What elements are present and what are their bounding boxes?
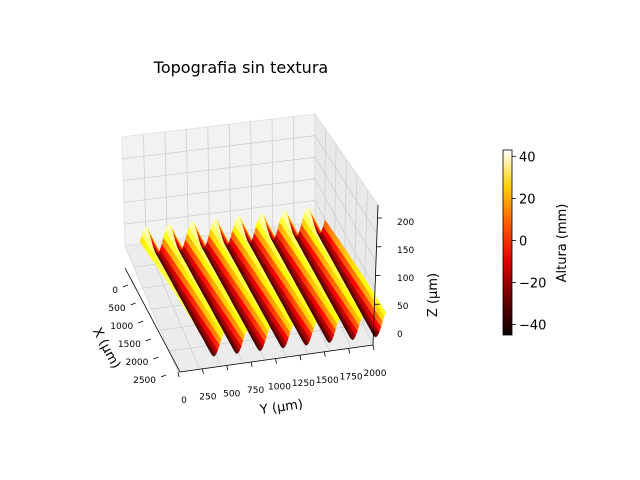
- x-tick-mark: [122, 284, 129, 288]
- y-tick-mark: [201, 368, 204, 374]
- y-tick-mark: [275, 358, 277, 364]
- x-tick-label: 2000: [125, 358, 148, 368]
- y-tick-mark: [372, 344, 375, 351]
- y-tick-mark: [323, 351, 326, 357]
- y-tick-label: 500: [223, 389, 240, 399]
- x-tick-mark: [130, 302, 136, 306]
- colorbar-tick-label: 0: [519, 234, 527, 249]
- x-tick-mark: [138, 320, 144, 324]
- z-tick-label: 200: [397, 218, 414, 228]
- colorbar-gradient: [502, 149, 513, 336]
- colorbar-tick-label: −20: [519, 276, 546, 291]
- y-tick-mark: [299, 355, 302, 361]
- z-axis-label: Z (μm): [426, 273, 441, 317]
- y-tick-label: 2000: [364, 369, 387, 379]
- z-tick-label: 150: [397, 246, 414, 256]
- y-tick-label: 1500: [316, 376, 339, 386]
- colorbar-ticks: 40 20 0 −20 −40: [512, 150, 546, 333]
- x-tick-mark: [145, 338, 151, 342]
- z-tick-label: 50: [397, 302, 409, 312]
- y-axis-ticks: 0 250 500 750 1000 1250 1500 1750 2000: [177, 344, 387, 406]
- y-tick-label: 1000: [268, 383, 291, 393]
- y-tick-mark: [226, 365, 229, 371]
- surface-plot: [139, 207, 387, 357]
- y-tick-mark: [250, 361, 253, 367]
- y-tick-label: 1250: [292, 379, 315, 389]
- colorbar: 40 20 0 −20 −40 Altura (mm): [502, 149, 570, 336]
- y-axis-label: Y (μm): [258, 397, 304, 418]
- surface-facet: [323, 219, 328, 230]
- chart-title: Topografia sin textura: [153, 58, 328, 77]
- y-tick-label: 0: [181, 396, 187, 406]
- x-tick-label: 1500: [118, 340, 141, 350]
- x-tick-label: 0: [112, 286, 118, 296]
- x-tick-label: 500: [108, 304, 125, 314]
- y-tick-label: 750: [247, 386, 264, 396]
- colorbar-tick-label: −40: [519, 318, 546, 333]
- colorbar-tick-label: 40: [519, 150, 536, 165]
- z-tick-label: 0: [397, 330, 403, 340]
- y-tick-mark: [177, 371, 180, 378]
- z-axis-ticks: 0 50 100 150 200: [374, 217, 414, 340]
- y-tick-mark: [348, 348, 351, 354]
- y-tick-label: 1750: [340, 372, 363, 382]
- x-tick-label: 1000: [110, 322, 133, 332]
- y-tick-label: 250: [199, 393, 216, 403]
- x-axis-ticks: 0 500 1000 1500 2000 2500: [108, 284, 167, 386]
- x-tick-mark: [153, 356, 159, 360]
- x-tick-mark: [160, 374, 167, 378]
- z-tick-label: 100: [397, 274, 414, 284]
- x-tick-label: 2500: [133, 376, 156, 386]
- axis-lines: [124, 204, 379, 373]
- colorbar-label: Altura (mm): [555, 204, 570, 283]
- colorbar-tick-label: 20: [519, 192, 536, 207]
